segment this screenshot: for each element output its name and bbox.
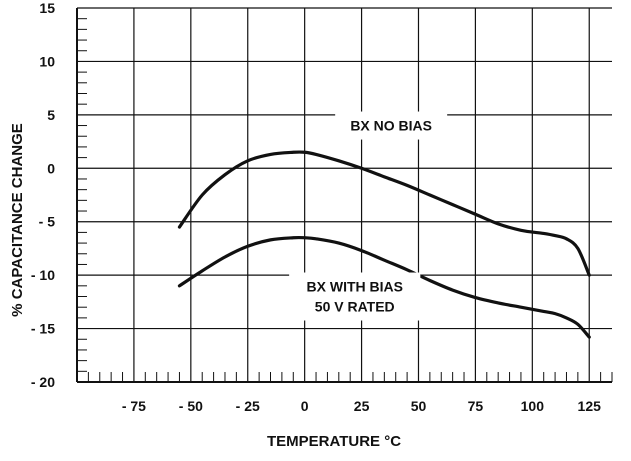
y-tick-label: - 20 — [31, 374, 55, 390]
y-tick-label: 0 — [47, 160, 55, 176]
y-axis-title: % CAPACITANCE CHANGE — [9, 123, 26, 317]
annotation-box — [335, 111, 448, 140]
annotation-label: BX WITH BIAS — [307, 279, 403, 295]
y-tick-label: - 15 — [31, 321, 55, 337]
x-tick-label: 100 — [521, 398, 545, 414]
x-tick-label: 75 — [468, 398, 484, 414]
annotation-layer: BX NO BIAS BX WITH BIAS 50 V RATED — [289, 111, 448, 321]
grid-layer — [77, 7, 612, 382]
series-layer — [177, 150, 591, 339]
y-tick-label: 15 — [39, 0, 55, 16]
x-axis-title: TEMPERATURE °C — [267, 433, 401, 450]
x-tick-label: - 75 — [122, 398, 146, 414]
series-line-no-bias — [177, 150, 591, 277]
y-tick-label: - 10 — [31, 267, 55, 283]
y-tick-label: 10 — [39, 53, 55, 69]
minor-tick-layer — [77, 18, 613, 382]
x-tick-label: 50 — [411, 398, 427, 414]
x-tick-label: 25 — [354, 398, 370, 414]
annotation-box — [289, 272, 421, 321]
series-line-with-bias — [177, 235, 591, 339]
y-tick-label: 5 — [47, 107, 55, 123]
x-tick-label: 125 — [578, 398, 602, 414]
annotation-label: 50 V RATED — [315, 299, 395, 315]
annotation-label: BX NO BIAS — [350, 118, 432, 134]
y-tick-label: - 5 — [39, 214, 56, 230]
x-tick-label: - 25 — [236, 398, 260, 414]
axis-layer — [76, 8, 612, 383]
x-tick-label: - 50 — [179, 398, 203, 414]
x-tick-label: 0 — [301, 398, 309, 414]
